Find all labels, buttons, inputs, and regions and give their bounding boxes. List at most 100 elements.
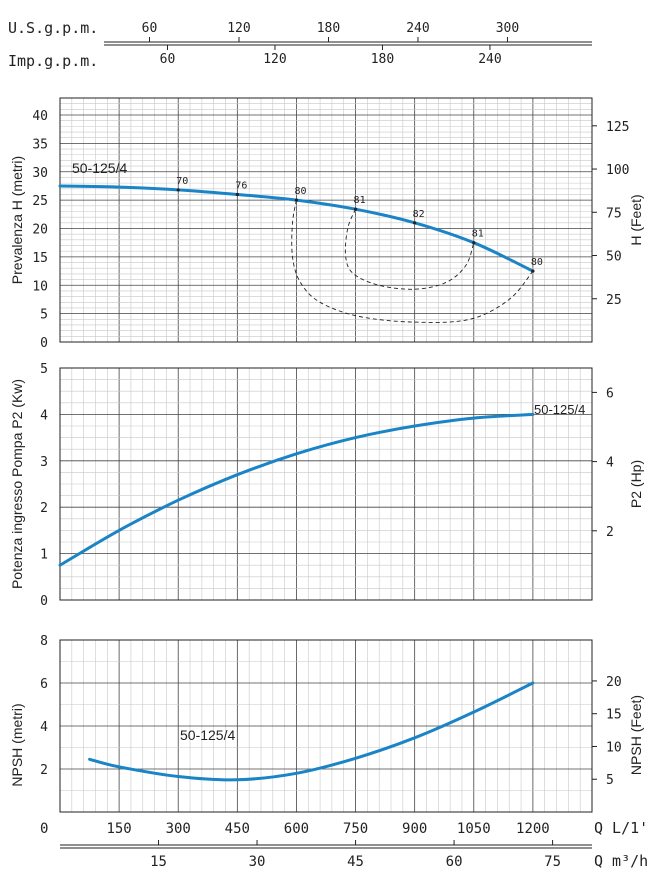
power-model-label: 50-125/4 <box>534 402 585 417</box>
lmin-tick-label: 1200 <box>516 821 550 837</box>
lmin-tick-label: 900 <box>402 821 427 837</box>
npsh-curve-line <box>88 681 535 782</box>
power-grid <box>60 368 592 600</box>
efficiency-label: 80 <box>531 257 543 268</box>
npsh-ytick-label: 8 <box>40 634 48 649</box>
head-ylabel-right: H (Feet) <box>628 194 644 245</box>
usgpm-ticks: 60 120 180 240 300 <box>142 21 519 42</box>
lmin-tick-label: 1050 <box>457 821 491 837</box>
head-right-tick-label: 75 <box>606 206 622 221</box>
head-y-right-tick-labels: 25 50 75 100 125 <box>592 120 629 308</box>
efficiency-point <box>472 241 476 245</box>
head-grid <box>60 98 592 342</box>
usgpm-label: U.S.g.p.m. <box>8 19 98 37</box>
head-right-tick-label: 50 <box>606 250 622 265</box>
npsh-ytick-label: 6 <box>40 677 48 692</box>
usgpm-tick-label: 300 <box>496 21 519 36</box>
efficiency-label: 81 <box>472 229 484 240</box>
head-ytick-label: 15 <box>32 251 48 266</box>
efficiency-label: 82 <box>413 209 425 220</box>
head-ytick-label: 10 <box>32 279 48 294</box>
impgpm-ticks: 60 120 180 240 <box>160 45 502 67</box>
npsh-plot-frame <box>59 639 593 813</box>
power-ytick-label: 1 <box>40 548 48 563</box>
npsh-right-tick-label: 15 <box>606 708 622 723</box>
head-right-tick-label: 25 <box>606 293 622 308</box>
head-right-tick-label: 125 <box>606 120 629 135</box>
head-ytick-label: 0 <box>40 336 48 351</box>
npsh-grid <box>60 640 592 812</box>
power-curve-line <box>58 412 535 567</box>
npsh-ylabel-right: NPSH (Feet) <box>628 695 644 775</box>
efficiency-island-80pct <box>291 200 534 323</box>
npsh-y-right-tick-labels: 5 10 15 20 <box>592 675 622 788</box>
lmin-tick-label: 600 <box>284 821 309 837</box>
usgpm-tick-label: 180 <box>317 21 340 36</box>
npsh-ytick-label: 2 <box>40 763 48 778</box>
impgpm-label: Imp.g.p.m. <box>8 52 98 70</box>
power-ytick-label: 0 <box>40 594 48 609</box>
npsh-right-tick-label: 5 <box>606 773 614 788</box>
npsh-model-label: 50-125/4 <box>180 727 235 743</box>
efficiency-island-81pct <box>344 209 475 290</box>
lmin-label: Q L/1' <box>594 819 648 837</box>
power-plot-frame <box>59 367 593 601</box>
lmin-tick-label: 450 <box>225 821 250 837</box>
head-ytick-label: 25 <box>32 194 48 209</box>
lmin-tick-labels: 0 150 300 450 600 750 900 1050 1200 <box>40 821 550 837</box>
m3h-tick-labels: 15 30 45 60 75 <box>150 840 561 870</box>
impgpm-tick-label: 120 <box>263 52 286 67</box>
m3h-tick-label: 75 <box>544 854 561 870</box>
power-ytick-label: 3 <box>40 455 48 470</box>
efficiency-islands <box>291 200 534 323</box>
head-ylabel: Prevalenza H (metri) <box>9 156 25 284</box>
flow-header-scales: U.S.g.p.m. Imp.g.p.m. 60 120 180 240 300 60 1… <box>8 19 592 70</box>
efficiency-label: 76 <box>235 180 247 191</box>
power-chart-panel: 0 1 2 3 4 5 2 4 6 50-125/4 Potenza ingresso Pom… <box>9 362 644 609</box>
flow-footer-scales: 0 150 300 450 600 750 900 1050 1200 Q L/1' 15 30 4… <box>40 819 648 870</box>
head-ytick-label: 35 <box>32 137 48 152</box>
npsh-right-tick-label: 10 <box>606 740 622 755</box>
lmin-tick-label: 300 <box>166 821 191 837</box>
npsh-y-tick-labels: 2 4 6 8 <box>40 634 48 778</box>
efficiency-label: 80 <box>294 186 306 197</box>
head-chart-panel: 0 5 10 15 20 25 30 35 40 25 50 75 100 125 70 76 80 81 82… <box>9 97 644 351</box>
npsh-right-tick-label: 20 <box>606 675 622 690</box>
power-y-tick-labels: 0 1 2 3 4 5 <box>40 362 48 609</box>
lmin-tick-label: 0 <box>40 821 48 837</box>
m3h-tick-label: 60 <box>446 854 463 870</box>
impgpm-tick-label: 240 <box>478 52 501 67</box>
usgpm-tick-label: 240 <box>406 21 429 36</box>
power-y-right-tick-labels: 2 4 6 <box>592 386 614 540</box>
efficiency-point <box>176 188 180 192</box>
efficiency-point <box>235 192 239 197</box>
usgpm-tick-label: 120 <box>227 21 250 36</box>
impgpm-tick-label: 60 <box>160 52 176 67</box>
power-ytick-label: 5 <box>40 362 48 377</box>
m3h-label: Q m³/h <box>594 852 648 870</box>
efficiency-label: 70 <box>176 176 188 187</box>
lmin-tick-label: 150 <box>106 821 131 837</box>
m3h-tick-label: 15 <box>150 854 167 870</box>
efficiency-point <box>531 269 535 273</box>
head-model-label: 50-125/4 <box>72 160 127 176</box>
power-right-tick-label: 2 <box>606 525 614 540</box>
m3h-tick-label: 30 <box>249 854 266 870</box>
head-ytick-label: 20 <box>32 223 48 238</box>
usgpm-tick-label: 60 <box>142 21 158 36</box>
power-ytick-label: 4 <box>40 408 48 423</box>
npsh-ylabel: NPSH (metri) <box>9 703 25 786</box>
m3h-tick-label: 45 <box>347 854 364 870</box>
power-right-tick-label: 4 <box>606 456 614 471</box>
head-ytick-label: 5 <box>40 308 48 323</box>
head-y-tick-labels: 0 5 10 15 20 25 30 35 40 <box>32 109 48 351</box>
head-ytick-label: 30 <box>32 166 48 181</box>
efficiency-label: 81 <box>354 195 366 206</box>
head-ytick-label: 40 <box>32 109 48 124</box>
efficiency-labels: 70 76 80 81 82 81 80 <box>176 176 543 273</box>
power-right-tick-label: 6 <box>606 386 614 401</box>
impgpm-tick-label: 180 <box>371 52 394 67</box>
efficiency-point <box>353 207 358 211</box>
power-ytick-label: 2 <box>40 501 48 516</box>
